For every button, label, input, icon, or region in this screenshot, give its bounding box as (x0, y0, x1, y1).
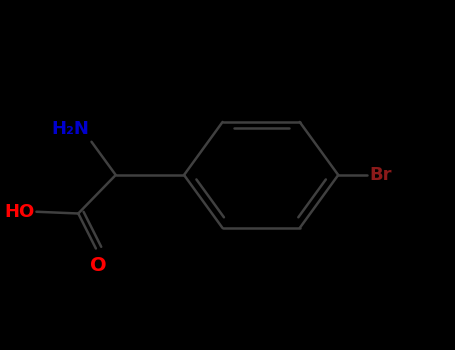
Text: H₂N: H₂N (51, 120, 89, 138)
Text: O: O (90, 256, 106, 275)
Text: Br: Br (369, 166, 392, 184)
Text: HO: HO (4, 203, 34, 221)
